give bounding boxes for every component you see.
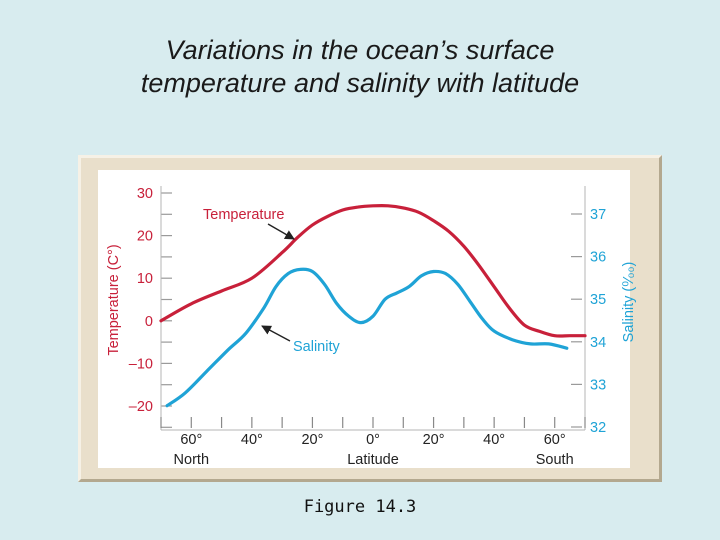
left-tick-label: 20	[137, 229, 153, 245]
x-axis-label: Latitude	[347, 452, 399, 468]
left-tick-label: –10	[129, 356, 153, 372]
series-line-temperature	[159, 203, 587, 338]
temperature-arrow	[267, 223, 295, 240]
x-tick-label: 60°	[180, 432, 202, 448]
temperature-series-label: Temperature	[203, 207, 284, 223]
right-tick-label: 36	[590, 250, 606, 266]
right-tick-label: 35	[590, 292, 606, 308]
slide-title-line-1: Variations in the ocean’s surface	[165, 35, 555, 65]
x-tick-label: 60°	[544, 432, 566, 448]
left-tick-label: 30	[137, 186, 153, 202]
x-tick-label: 40°	[241, 432, 263, 448]
plot-background	[98, 170, 630, 468]
x-tick-label: 20°	[301, 432, 323, 448]
left-tick-label: 10	[137, 271, 153, 287]
left-tick-label: –20	[129, 399, 153, 415]
x-tick-label: 0°	[366, 432, 380, 448]
figure-caption: Figure 14.3	[303, 497, 417, 517]
series-line-salinity	[165, 267, 569, 408]
x-tick-sublabel: North	[174, 452, 209, 468]
x-tick-sublabel: South	[536, 452, 574, 468]
salinity-series-label: Salinity	[293, 339, 340, 355]
right-tick-label: 34	[590, 335, 606, 351]
x-tick-label: 40°	[483, 432, 505, 448]
x-tick-label: 20°	[423, 432, 445, 448]
salinity-arrow	[261, 325, 291, 342]
slide-title-line-2: temperature and salinity with latitude	[140, 68, 580, 98]
left-tick-label: 0	[145, 314, 153, 330]
left-axis-label: Temperature (C°)	[106, 244, 122, 355]
right-tick-label: 37	[590, 207, 606, 223]
right-tick-label: 32	[590, 420, 606, 436]
right-tick-label: 33	[590, 377, 606, 393]
right-axis-label: Salinity (⁰⁄₀₀)	[621, 262, 637, 343]
slide-title: Variations in the ocean’s surface temper…	[0, 34, 720, 100]
